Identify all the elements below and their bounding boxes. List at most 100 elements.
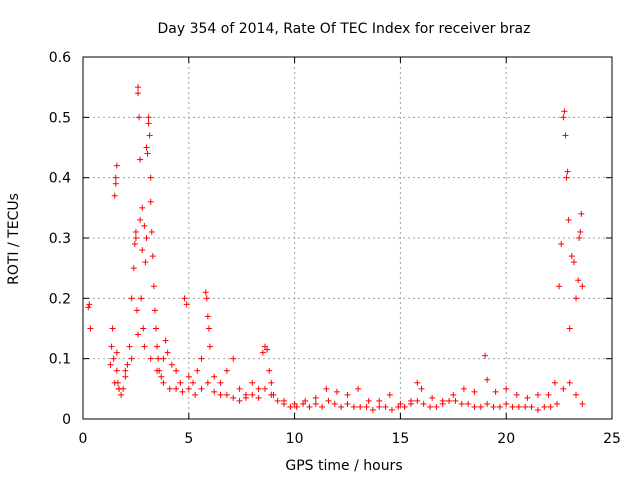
data-point [266, 367, 273, 374]
data-point [528, 403, 535, 410]
data-point [300, 400, 307, 407]
data-point [420, 400, 427, 407]
x-tick-label: 10 [286, 431, 304, 447]
data-point [579, 400, 586, 407]
data-point [242, 394, 249, 401]
x-tick-label: 20 [497, 431, 515, 447]
data-point [158, 373, 165, 380]
data-point [534, 406, 541, 413]
data-point [558, 241, 565, 248]
data-point [429, 394, 436, 401]
data-point [109, 325, 116, 332]
grid-lines [83, 57, 612, 419]
data-point [143, 144, 150, 151]
data-point [202, 289, 209, 296]
data-point [281, 400, 288, 407]
data-point [338, 403, 345, 410]
plot-frame [82, 56, 613, 420]
data-point [151, 307, 158, 314]
data-point [124, 361, 131, 368]
data-point [113, 162, 120, 169]
chart-title: Day 354 of 2014, Rate Of TEC Index for r… [158, 21, 531, 37]
data-point [173, 385, 180, 392]
data-point [568, 253, 575, 260]
data-point [160, 379, 167, 386]
data-point [515, 403, 522, 410]
data-point [319, 403, 326, 410]
y-tick-label: 0.5 [49, 110, 71, 126]
data-point [139, 204, 146, 211]
data-point [264, 346, 271, 353]
data-point [331, 400, 338, 407]
data-point [153, 325, 160, 332]
data-point [433, 403, 440, 410]
data-point [128, 355, 135, 362]
data-point [192, 391, 199, 398]
data-point [185, 373, 192, 380]
data-point [139, 247, 146, 254]
data-point [564, 168, 571, 175]
data-point [236, 397, 243, 404]
data-point [211, 388, 218, 395]
data-point [177, 379, 184, 386]
x-tick-label: 25 [603, 431, 621, 447]
data-point [471, 388, 478, 395]
data-point [259, 349, 266, 356]
data-point [566, 379, 573, 386]
data-point [293, 403, 300, 410]
data-points [85, 84, 586, 413]
data-point [565, 216, 572, 223]
data-point [111, 379, 118, 386]
data-point [482, 352, 489, 359]
y-tick-label: 0.6 [49, 50, 71, 66]
data-point [249, 379, 256, 386]
data-point [107, 361, 114, 368]
data-point [145, 114, 152, 121]
data-point [137, 216, 144, 223]
data-point [142, 259, 149, 266]
data-point [376, 403, 383, 410]
data-point [141, 222, 148, 229]
data-point [477, 403, 484, 410]
data-point [388, 406, 395, 413]
data-point [355, 385, 362, 392]
data-point [312, 400, 319, 407]
data-point [287, 403, 294, 410]
data-point [118, 391, 125, 398]
data-point [401, 403, 408, 410]
data-point [509, 403, 516, 410]
data-point [185, 385, 192, 392]
data-point [452, 397, 459, 404]
data-point [471, 403, 478, 410]
data-point [154, 367, 161, 374]
data-point [113, 367, 120, 374]
data-point [578, 210, 585, 217]
data-point [460, 385, 467, 392]
data-point [306, 403, 313, 410]
data-point [87, 325, 94, 332]
data-point [205, 325, 212, 332]
data-point [524, 394, 531, 401]
data-point [575, 277, 582, 284]
data-point [560, 114, 567, 121]
data-point [376, 397, 383, 404]
data-point [577, 228, 584, 235]
data-point [223, 367, 230, 374]
data-point [137, 156, 144, 163]
data-point [230, 394, 237, 401]
data-point [386, 391, 393, 398]
data-point [179, 388, 186, 395]
data-point [194, 367, 201, 374]
data-point [183, 301, 190, 308]
data-point [365, 397, 372, 404]
data-point [168, 361, 175, 368]
data-point [86, 301, 93, 308]
data-point [570, 259, 577, 266]
x-tick-label: 15 [391, 431, 409, 447]
data-point [147, 174, 154, 181]
data-point [333, 388, 340, 395]
data-point [146, 132, 153, 139]
data-point [147, 198, 154, 205]
data-point [110, 355, 117, 362]
